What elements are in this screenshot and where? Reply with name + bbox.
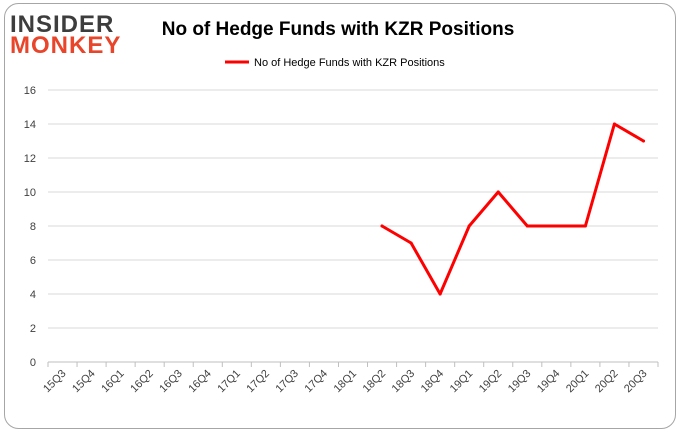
data-point [641, 139, 645, 143]
data-point [525, 224, 529, 228]
legend-label: No of Hedge Funds with KZR Positions [254, 57, 445, 69]
y-tick-label: 4 [30, 289, 36, 301]
logo-line2: MONKEY [10, 32, 121, 59]
y-axis: 0 2 4 6 8 10 12 14 16 [24, 85, 36, 369]
series-group [380, 122, 645, 296]
y-tick-label: 16 [24, 85, 36, 97]
legend: No of Hedge Funds with KZR Positions [225, 57, 445, 69]
data-point [583, 224, 587, 228]
chart-title: No of Hedge Funds with KZR Positions [162, 19, 515, 40]
y-tick-label: 10 [24, 187, 36, 199]
y-tick-label: 0 [30, 357, 36, 369]
data-point [409, 241, 413, 245]
y-tick-label: 6 [30, 255, 36, 267]
y-tick-label: 12 [24, 153, 36, 165]
gridlines [48, 89, 658, 363]
data-point [612, 122, 616, 126]
chart-border [4, 3, 676, 429]
data-point [438, 292, 442, 296]
data-point [380, 224, 384, 228]
logo-line1: INSIDER [10, 11, 114, 38]
series-line [380, 122, 645, 296]
y-tick-label: 14 [24, 119, 36, 131]
y-tick-label: 2 [30, 323, 36, 335]
data-point [554, 224, 558, 228]
data-point [496, 190, 500, 194]
y-tick-label: 8 [30, 221, 36, 233]
insider-monkey-logo: INSIDER MONKEY [10, 11, 121, 59]
data-point [467, 224, 471, 228]
